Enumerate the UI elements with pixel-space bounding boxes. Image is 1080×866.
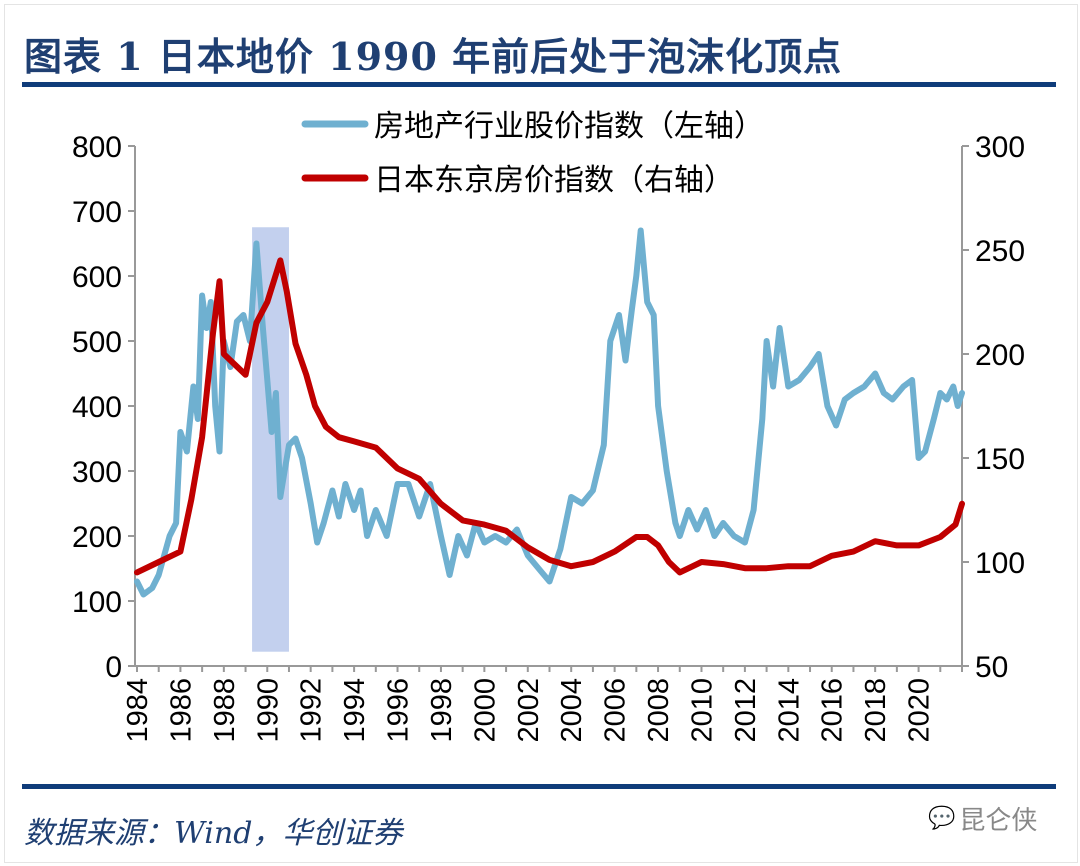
- x-tick-label: 1994: [339, 678, 371, 743]
- x-tick-label: 2010: [686, 678, 718, 743]
- right-tick-label: 150: [975, 443, 1025, 476]
- watermark-text: 昆仑侠: [959, 806, 1038, 836]
- title-rule: [22, 82, 1056, 87]
- x-tick-label: 2006: [600, 678, 632, 743]
- x-tick-label: 2014: [773, 678, 805, 743]
- x-tick-label: 2018: [860, 678, 892, 743]
- left-tick-label: 500: [72, 326, 122, 359]
- left-tick-label: 300: [72, 456, 122, 489]
- x-tick-label: 1990: [252, 678, 284, 743]
- left-tick-label: 100: [72, 586, 122, 619]
- x-tick-label: 1984: [122, 678, 154, 743]
- left-tick-label: 600: [72, 261, 122, 294]
- watermark: 💬 昆仑侠: [928, 800, 1037, 837]
- x-tick-label: 2016: [817, 678, 849, 743]
- wechat-icon: 💬: [928, 806, 956, 831]
- source-note: 数据来源：Wind，华创证券: [24, 816, 403, 851]
- right-tick-label: 100: [975, 547, 1025, 580]
- x-tick-label: 1996: [383, 678, 415, 743]
- right-tick-label: 300: [975, 131, 1025, 164]
- footer-rule: [22, 784, 1056, 789]
- x-tick-label: 2008: [643, 678, 675, 743]
- legend-label-stock: 房地产行业股价指数（左轴）: [374, 110, 764, 143]
- left-tick-label: 400: [72, 391, 122, 424]
- x-tick-label: 2004: [556, 678, 588, 743]
- x-tick-label: 1986: [165, 678, 197, 743]
- legend-label-house: 日本东京房价指数（右轴）: [374, 164, 734, 197]
- left-tick-label: 200: [72, 521, 122, 554]
- left-tick-label: 700: [72, 196, 122, 229]
- right-tick-label: 250: [975, 235, 1025, 268]
- x-tick-label: 2020: [904, 678, 936, 743]
- left-tick-label: 800: [72, 131, 122, 164]
- figure-frame: [4, 4, 1078, 863]
- x-tick-label: 2002: [513, 678, 545, 743]
- x-tick-label: 2000: [469, 678, 501, 743]
- x-tick-label: 1998: [426, 678, 458, 743]
- x-tick-label: 1992: [296, 678, 328, 743]
- x-tick-label: 2012: [730, 678, 762, 743]
- x-tick-label: 1988: [209, 678, 241, 743]
- left-tick-label: 0: [105, 651, 122, 684]
- right-tick-label: 200: [975, 339, 1025, 372]
- right-tick-label: 50: [975, 651, 1008, 684]
- figure-title: 图表 1 日本地价 1990 年前后处于泡沫化顶点: [24, 34, 843, 79]
